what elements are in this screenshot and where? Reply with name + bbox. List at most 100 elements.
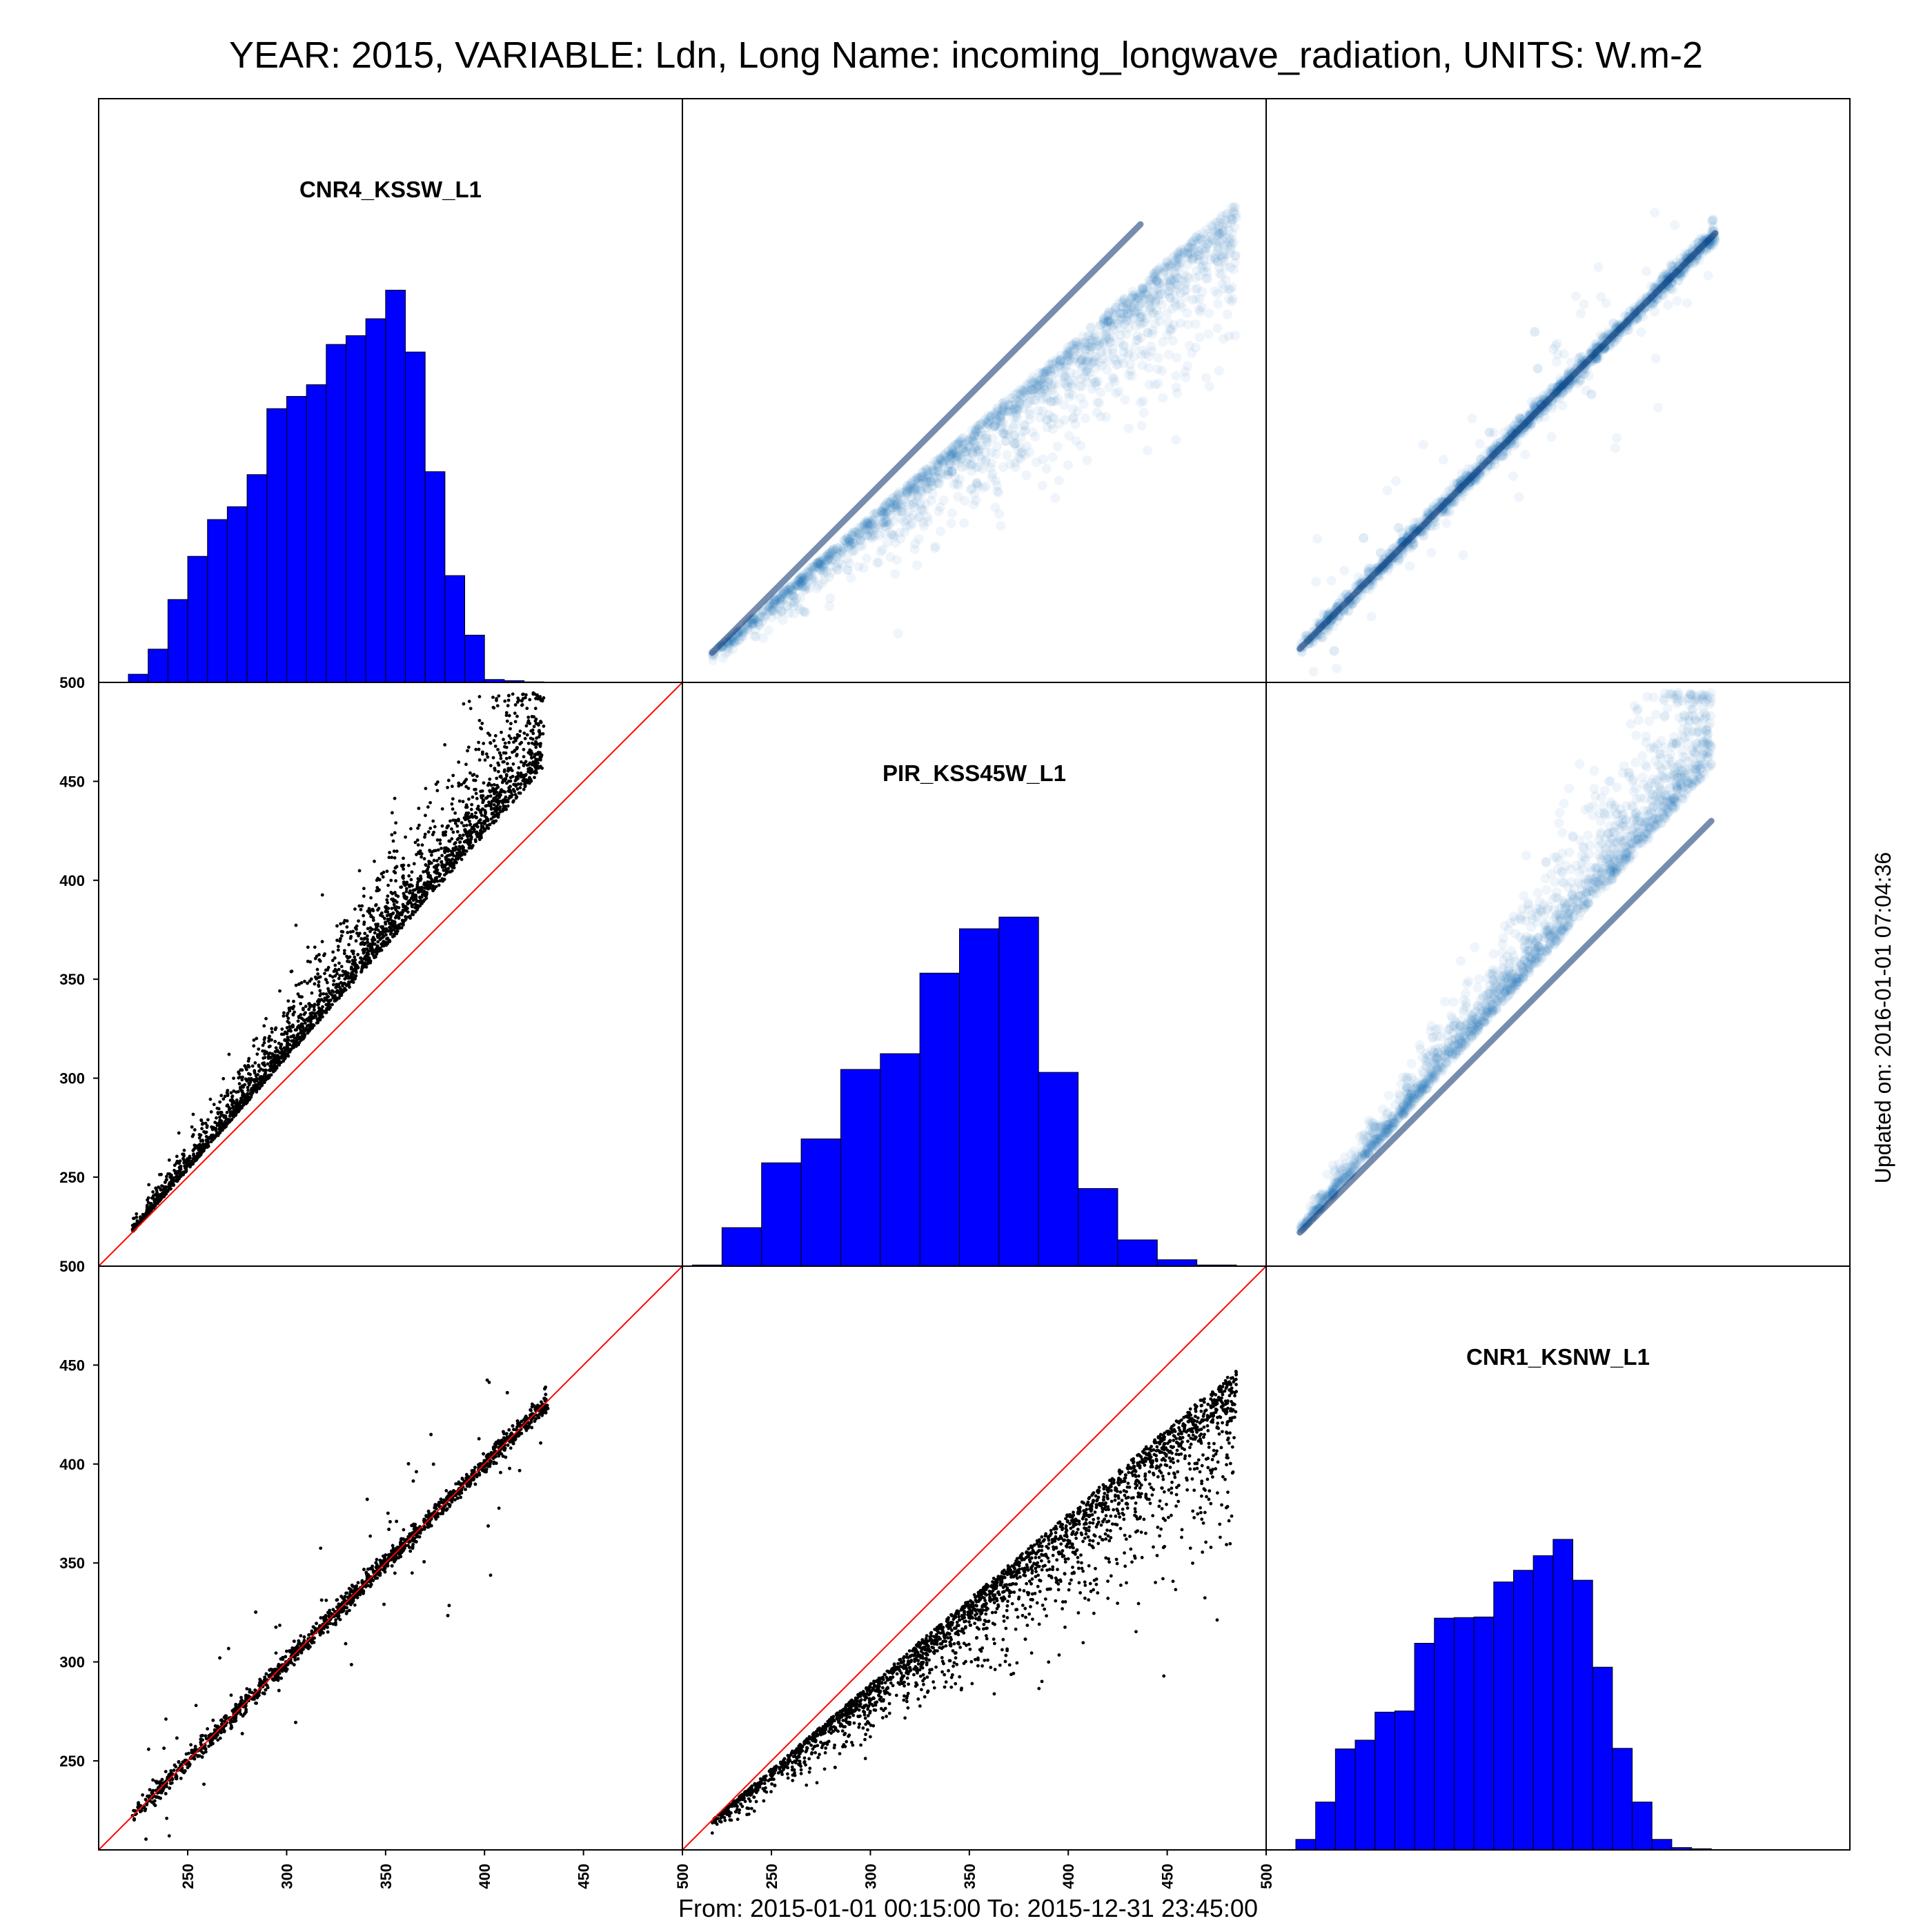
scatter-point: [237, 1072, 241, 1076]
scatter-point: [204, 1121, 208, 1125]
scatter-point: [396, 894, 400, 898]
scatter-point: [308, 1020, 313, 1024]
scatter-point: [492, 802, 496, 807]
scatter-point: [299, 995, 303, 999]
scatter-point: [240, 1089, 244, 1093]
scatter-point: [435, 789, 440, 793]
histogram-bar: [167, 599, 188, 682]
histogram-bar: [1156, 1259, 1198, 1266]
scatter-point: [247, 1083, 251, 1087]
scatter-point: [371, 918, 375, 923]
scatter-point: [376, 928, 380, 932]
scatter-point: [512, 782, 516, 787]
scatter-point: [434, 885, 438, 889]
scatter-point: [257, 1063, 261, 1067]
scatter-point: [503, 790, 507, 794]
scatter-point: [375, 933, 379, 937]
scatter-point: [464, 832, 469, 836]
scatter-point: [375, 944, 379, 948]
scatter-point: [320, 1012, 324, 1016]
scatter-point: [353, 1603, 357, 1607]
scatter-point: [448, 819, 452, 823]
scatter-point: [332, 990, 335, 994]
scatter-point: [383, 1570, 387, 1574]
scatter-point: [218, 1115, 221, 1119]
scatter-point: [155, 1197, 159, 1201]
scatter-point: [375, 1557, 379, 1561]
scatter-point: [317, 1016, 321, 1020]
scatter-point: [295, 1025, 299, 1029]
scatter-point: [435, 879, 440, 883]
scatter-point: [264, 1672, 268, 1676]
scatter-point: [477, 758, 482, 762]
scatter-point: [390, 1564, 394, 1568]
scatter-point: [159, 1188, 163, 1192]
scatter-point: [146, 1747, 150, 1751]
scatter-point: [239, 1712, 243, 1716]
scatter-point: [216, 1111, 220, 1114]
scatter-point: [417, 890, 421, 894]
scatter-point: [509, 1446, 513, 1450]
scatter-point: [319, 998, 324, 1002]
scatter-point: [206, 1143, 210, 1147]
scatter-point: [437, 883, 441, 887]
scatter-point: [162, 1746, 166, 1751]
scatter-point: [460, 782, 464, 787]
scatter-point: [374, 903, 378, 907]
scatter-point: [392, 869, 396, 874]
scatter-point: [469, 707, 473, 711]
scatter-point: [218, 1656, 221, 1660]
scatter-point: [463, 829, 467, 833]
scatter-point: [167, 1185, 170, 1189]
scatter-point: [471, 815, 475, 819]
scatter-point: [225, 1110, 229, 1114]
scatter-point: [184, 1167, 188, 1171]
scatter-point: [402, 876, 405, 880]
scatter-point: [246, 1059, 250, 1063]
scatter-point: [313, 982, 317, 986]
histogram-bar: [1453, 1617, 1475, 1850]
scatter-point: [179, 1172, 183, 1176]
scatter-point: [317, 953, 321, 956]
scatter-point: [317, 958, 322, 962]
scatter-point: [193, 1146, 197, 1150]
scatter-point: [497, 796, 502, 799]
scatter-point: [457, 849, 462, 853]
scatter-point: [315, 967, 319, 972]
scatter-point: [455, 824, 460, 828]
scatter-point: [232, 1076, 235, 1081]
scatter-point: [502, 807, 506, 810]
scatter-point: [299, 980, 304, 985]
scatter-point: [362, 887, 366, 891]
scatter-point: [252, 1038, 256, 1042]
scatter-point: [362, 963, 366, 967]
scatter-point: [250, 1064, 255, 1068]
scatter-point: [347, 980, 351, 984]
scatter-point: [515, 1432, 520, 1437]
scatter-point: [539, 1441, 542, 1445]
scatter-point: [276, 1664, 280, 1668]
scatter-point: [538, 1412, 542, 1416]
scatter-point: [188, 1156, 192, 1160]
scatter-point: [306, 981, 309, 985]
scatter-point: [523, 1418, 526, 1422]
scatter-point: [438, 879, 442, 883]
scatter-point: [157, 1791, 161, 1794]
scatter-point: [390, 811, 394, 815]
scatter-point: [153, 1193, 157, 1197]
scatter-point: [337, 989, 342, 994]
scatter-point: [306, 1646, 310, 1650]
scatter-point: [486, 1464, 490, 1468]
scatter-point: [477, 740, 481, 745]
scatter-point: [338, 1617, 342, 1621]
scatter-point: [390, 929, 393, 933]
scatter-point: [404, 915, 407, 918]
scatter-point: [481, 1468, 484, 1472]
scatter-point: [302, 1007, 305, 1012]
scatter-point: [175, 1161, 179, 1165]
scatter-point: [194, 1704, 198, 1708]
histogram-bar: [148, 649, 168, 682]
scatter-point: [399, 1551, 403, 1555]
scatter-point: [357, 919, 360, 923]
